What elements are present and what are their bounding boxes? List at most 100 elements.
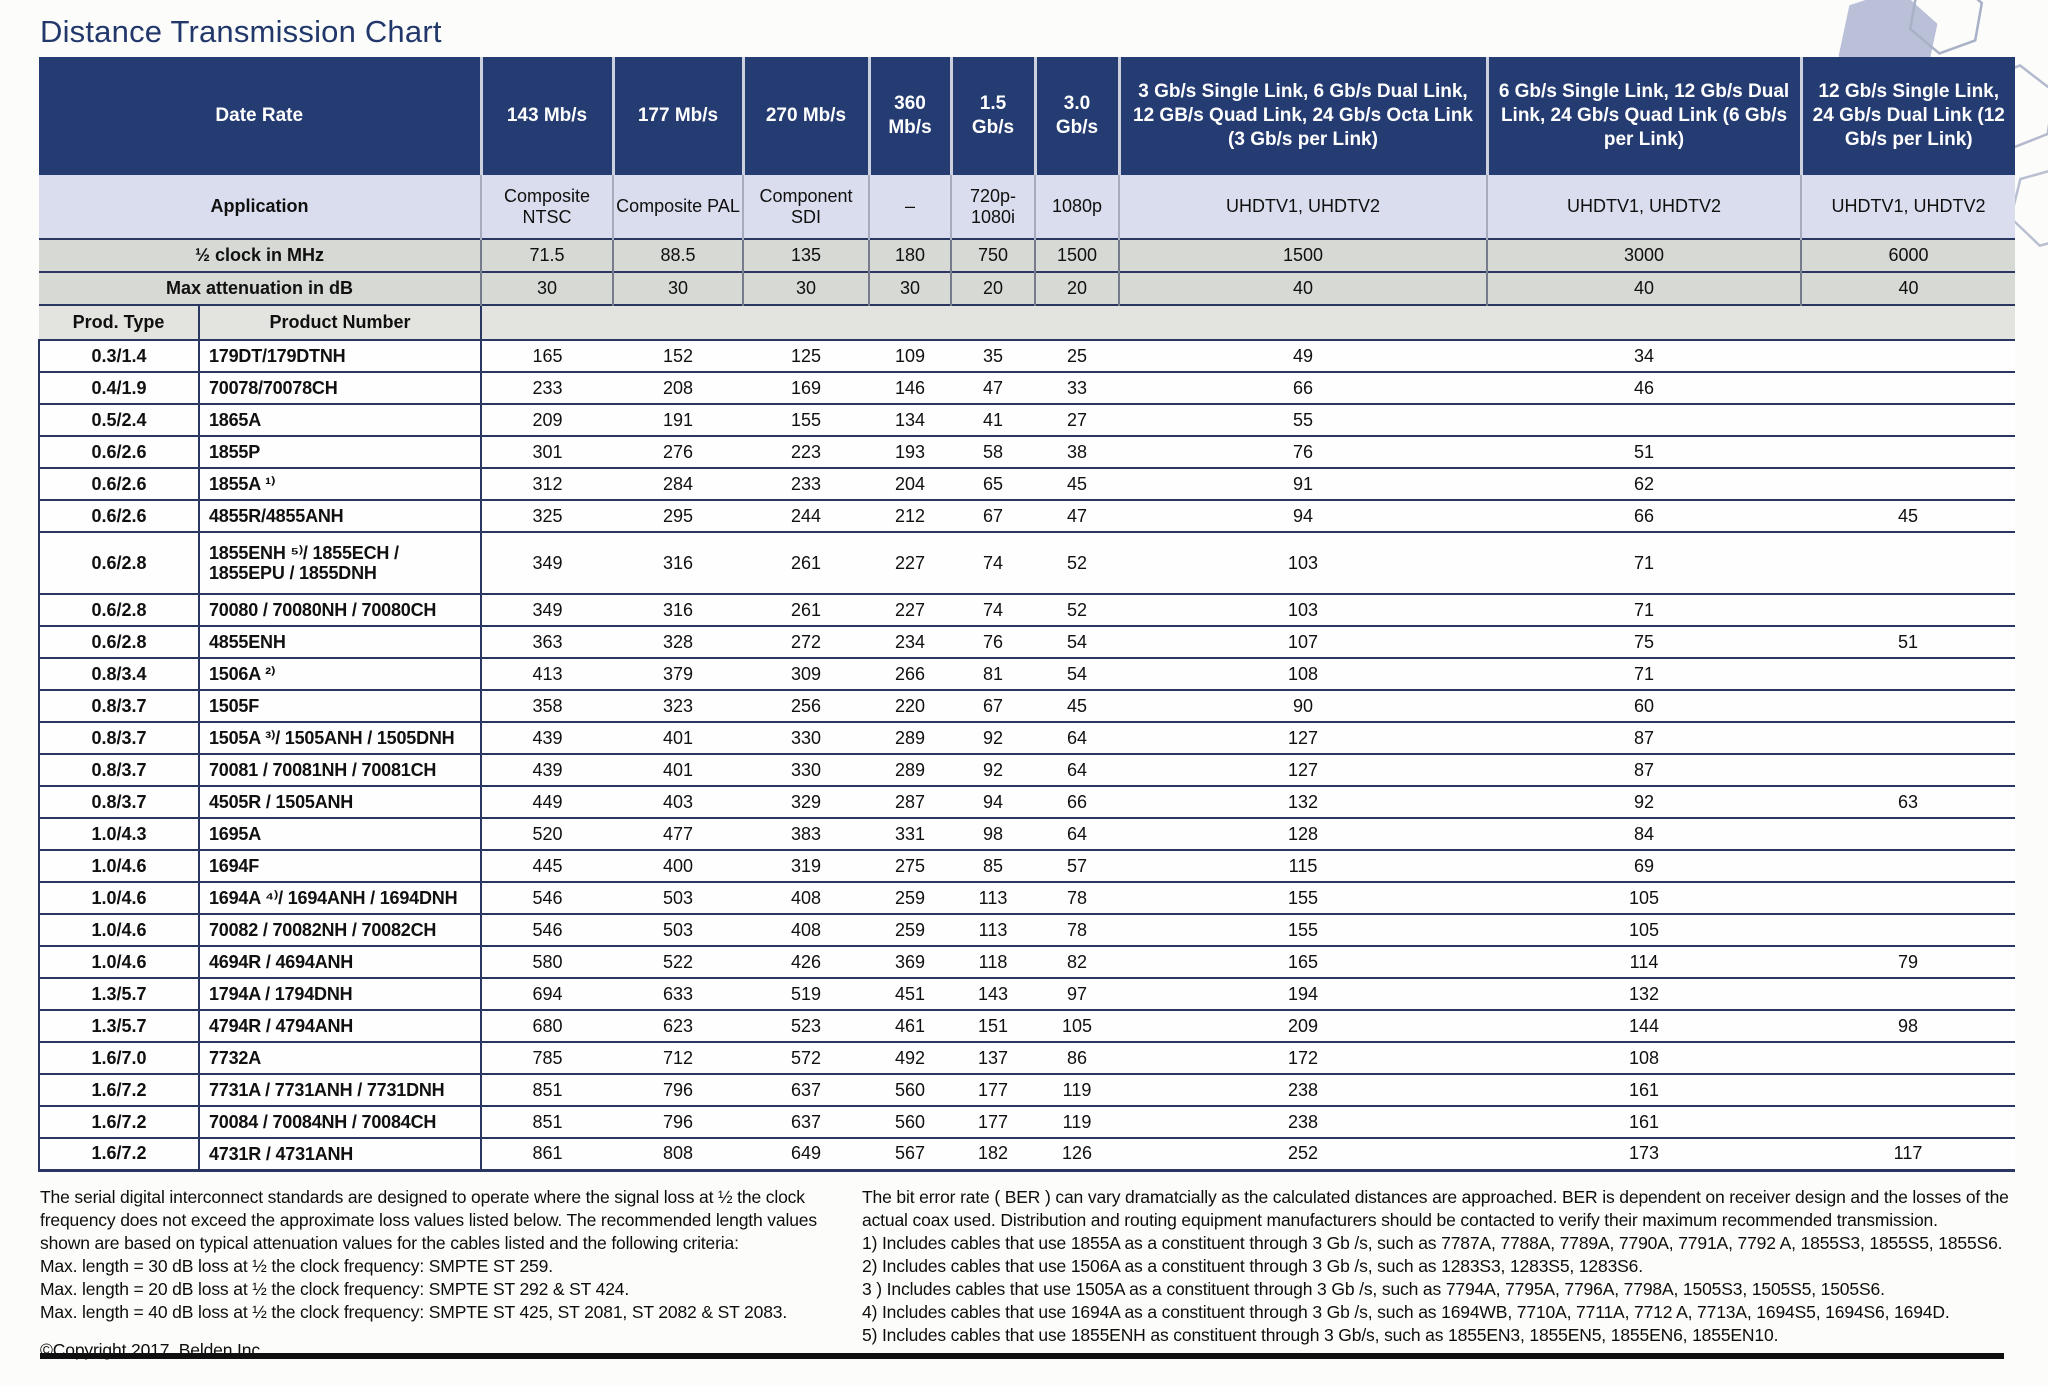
distance-value-cell: 63 <box>1801 785 2015 818</box>
distance-value-cell: 105 <box>1487 913 1801 946</box>
distance-value-cell <box>1801 913 2015 946</box>
distance-value-cell: 115 <box>1119 849 1487 882</box>
distance-value-cell: 119 <box>1035 1073 1119 1106</box>
product-number-cell: 4694R / 4694ANH <box>199 945 482 978</box>
table-row: 1.3/5.7 1794A / 1794DNH 694 633 519 451 143 97 1… <box>38 977 2015 1010</box>
product-number-cell: 7731A / 7731ANH / 7731DNH <box>199 1073 482 1106</box>
distance-value-cell: 191 <box>613 403 743 436</box>
distance-value-cell: 41 <box>951 403 1035 436</box>
table-row: 1.0/4.6 70082 / 70082NH / 70082CH 546 503 40… <box>38 913 2015 946</box>
half-clock-value: 750 <box>950 238 1035 272</box>
distance-value-cell: 266 <box>869 657 951 690</box>
footnote-left-paragraph: The serial digital interconnect standard… <box>40 1187 817 1253</box>
distance-value-cell: 451 <box>869 977 951 1010</box>
prod-type-cell: 1.0/4.6 <box>38 881 200 914</box>
table-row: 0.6/2.6 1855A ¹⁾ 312 284 233 204 65 45 91 62 <box>38 467 2015 500</box>
distance-value-cell: 33 <box>1035 371 1119 404</box>
product-number-cell: 4855R/4855ANH <box>199 499 482 532</box>
distance-value-cell: 580 <box>481 945 613 978</box>
distance-value-cell: 71 <box>1487 593 1801 626</box>
distance-value-cell: 261 <box>743 531 869 594</box>
distance-value-cell: 87 <box>1487 753 1801 786</box>
distance-value-cell: 85 <box>951 849 1035 882</box>
note-line: 5) Includes cables that use 1855ENH as c… <box>862 1324 1779 1345</box>
rate-column-header: 1.5 Gb/s <box>949 57 1035 175</box>
distance-value-cell <box>1801 593 2015 626</box>
rate-column-header: 360 Mb/s <box>867 57 951 175</box>
product-number-cell: 1794A / 1794DNH <box>199 977 482 1010</box>
distance-value-cell: 408 <box>743 881 869 914</box>
distance-value-cell: 62 <box>1487 467 1801 500</box>
distance-value-cell: 49 <box>1119 339 1487 372</box>
numbered-notes-list: 1) Includes cables that use 1855A as a c… <box>862 1232 2046 1347</box>
distance-value-cell: 66 <box>1119 371 1487 404</box>
rate-column-header: 177 Mb/s <box>611 57 743 175</box>
prod-type-cell: 0.4/1.9 <box>38 371 200 404</box>
distance-value-cell: 316 <box>613 593 743 626</box>
distance-value-cell: 76 <box>951 625 1035 658</box>
max-attenuation-value: 40 <box>1800 271 2015 305</box>
criteria-line: Max. length = 30 dB loss at ½ the clock … <box>40 1255 553 1276</box>
distance-value-cell <box>1487 403 1801 436</box>
distance-value-cell: 128 <box>1119 817 1487 850</box>
half-clock-value: 180 <box>868 238 951 272</box>
prod-type-cell: 0.8/3.7 <box>38 785 200 818</box>
distance-value-cell: 75 <box>1487 625 1801 658</box>
distance-value-cell: 113 <box>951 913 1035 946</box>
prod-type-cell: 0.8/3.4 <box>38 657 200 690</box>
distance-value-cell: 325 <box>481 499 613 532</box>
prod-type-cell: 0.5/2.4 <box>38 403 200 436</box>
distance-value-cell <box>1801 689 2015 722</box>
distance-value-cell: 161 <box>1487 1105 1801 1138</box>
distance-value-cell: 244 <box>743 499 869 532</box>
distance-value-cell: 78 <box>1035 881 1119 914</box>
distance-value-cell: 546 <box>481 881 613 914</box>
prod-header-spacer <box>481 304 2015 340</box>
max-attenuation-value: 20 <box>1034 271 1119 305</box>
rate-column-header: 270 Mb/s <box>741 57 869 175</box>
distance-value-cell: 503 <box>613 881 743 914</box>
distance-value-cell: 796 <box>613 1105 743 1138</box>
distance-value-cell: 38 <box>1035 435 1119 468</box>
distance-value-cell: 134 <box>869 403 951 436</box>
prod-type-cell: 1.0/4.6 <box>38 945 200 978</box>
rate-column-header: 6 Gb/s Single Link, 12 Gb/s Dual Link, 2… <box>1485 57 1801 175</box>
distance-value-cell: 98 <box>1801 1009 2015 1042</box>
distance-value-cell: 45 <box>1035 689 1119 722</box>
distance-value-cell: 477 <box>613 817 743 850</box>
distance-value-cell: 117 <box>1801 1137 2015 1170</box>
distance-value-cell: 71 <box>1487 657 1801 690</box>
distance-value-cell: 132 <box>1119 785 1487 818</box>
distance-value-cell: 694 <box>481 977 613 1010</box>
distance-value-cell: 98 <box>951 817 1035 850</box>
distance-value-cell: 523 <box>743 1009 869 1042</box>
prod-type-cell: 0.8/3.7 <box>38 753 200 786</box>
distance-value-cell: 522 <box>613 945 743 978</box>
distance-value-cell: 439 <box>481 753 613 786</box>
distance-value-cell: 155 <box>743 403 869 436</box>
distance-value-cell <box>1801 849 2015 882</box>
distance-value-cell: 127 <box>1119 721 1487 754</box>
distance-value-cell: 155 <box>1119 913 1487 946</box>
distance-value-cell: 79 <box>1801 945 2015 978</box>
distance-value-cell: 349 <box>481 531 613 594</box>
distance-value-cell: 60 <box>1487 689 1801 722</box>
distance-value-cell: 92 <box>951 721 1035 754</box>
prod-type-cell: 1.3/5.7 <box>38 977 200 1010</box>
table-row: 0.4/1.9 70078/70078CH 233 208 169 146 47 33 66 46 <box>38 371 2015 404</box>
table-row: ½ clock in MHz 71.5 88.5 135 180 750 1500 1500 3… <box>39 238 2015 272</box>
distance-value-cell: 445 <box>481 849 613 882</box>
distance-value-cell: 220 <box>869 689 951 722</box>
distance-value-cell: 65 <box>951 467 1035 500</box>
distance-value-cell <box>1801 403 2015 436</box>
distance-value-cell: 54 <box>1035 657 1119 690</box>
table-row: 0.6/2.6 1855P 301 276 223 193 58 38 76 51 <box>38 435 2015 468</box>
distance-value-cell: 194 <box>1119 977 1487 1010</box>
distance-value-cell: 227 <box>869 531 951 594</box>
table-row: 0.8/3.7 1505F 358 323 256 220 67 45 90 60 <box>38 689 2015 722</box>
distance-value-cell: 165 <box>1119 945 1487 978</box>
distance-value-cell: 312 <box>481 467 613 500</box>
distance-value-cell: 114 <box>1487 945 1801 978</box>
distance-value-cell: 64 <box>1035 721 1119 754</box>
distance-value-cell: 109 <box>869 339 951 372</box>
